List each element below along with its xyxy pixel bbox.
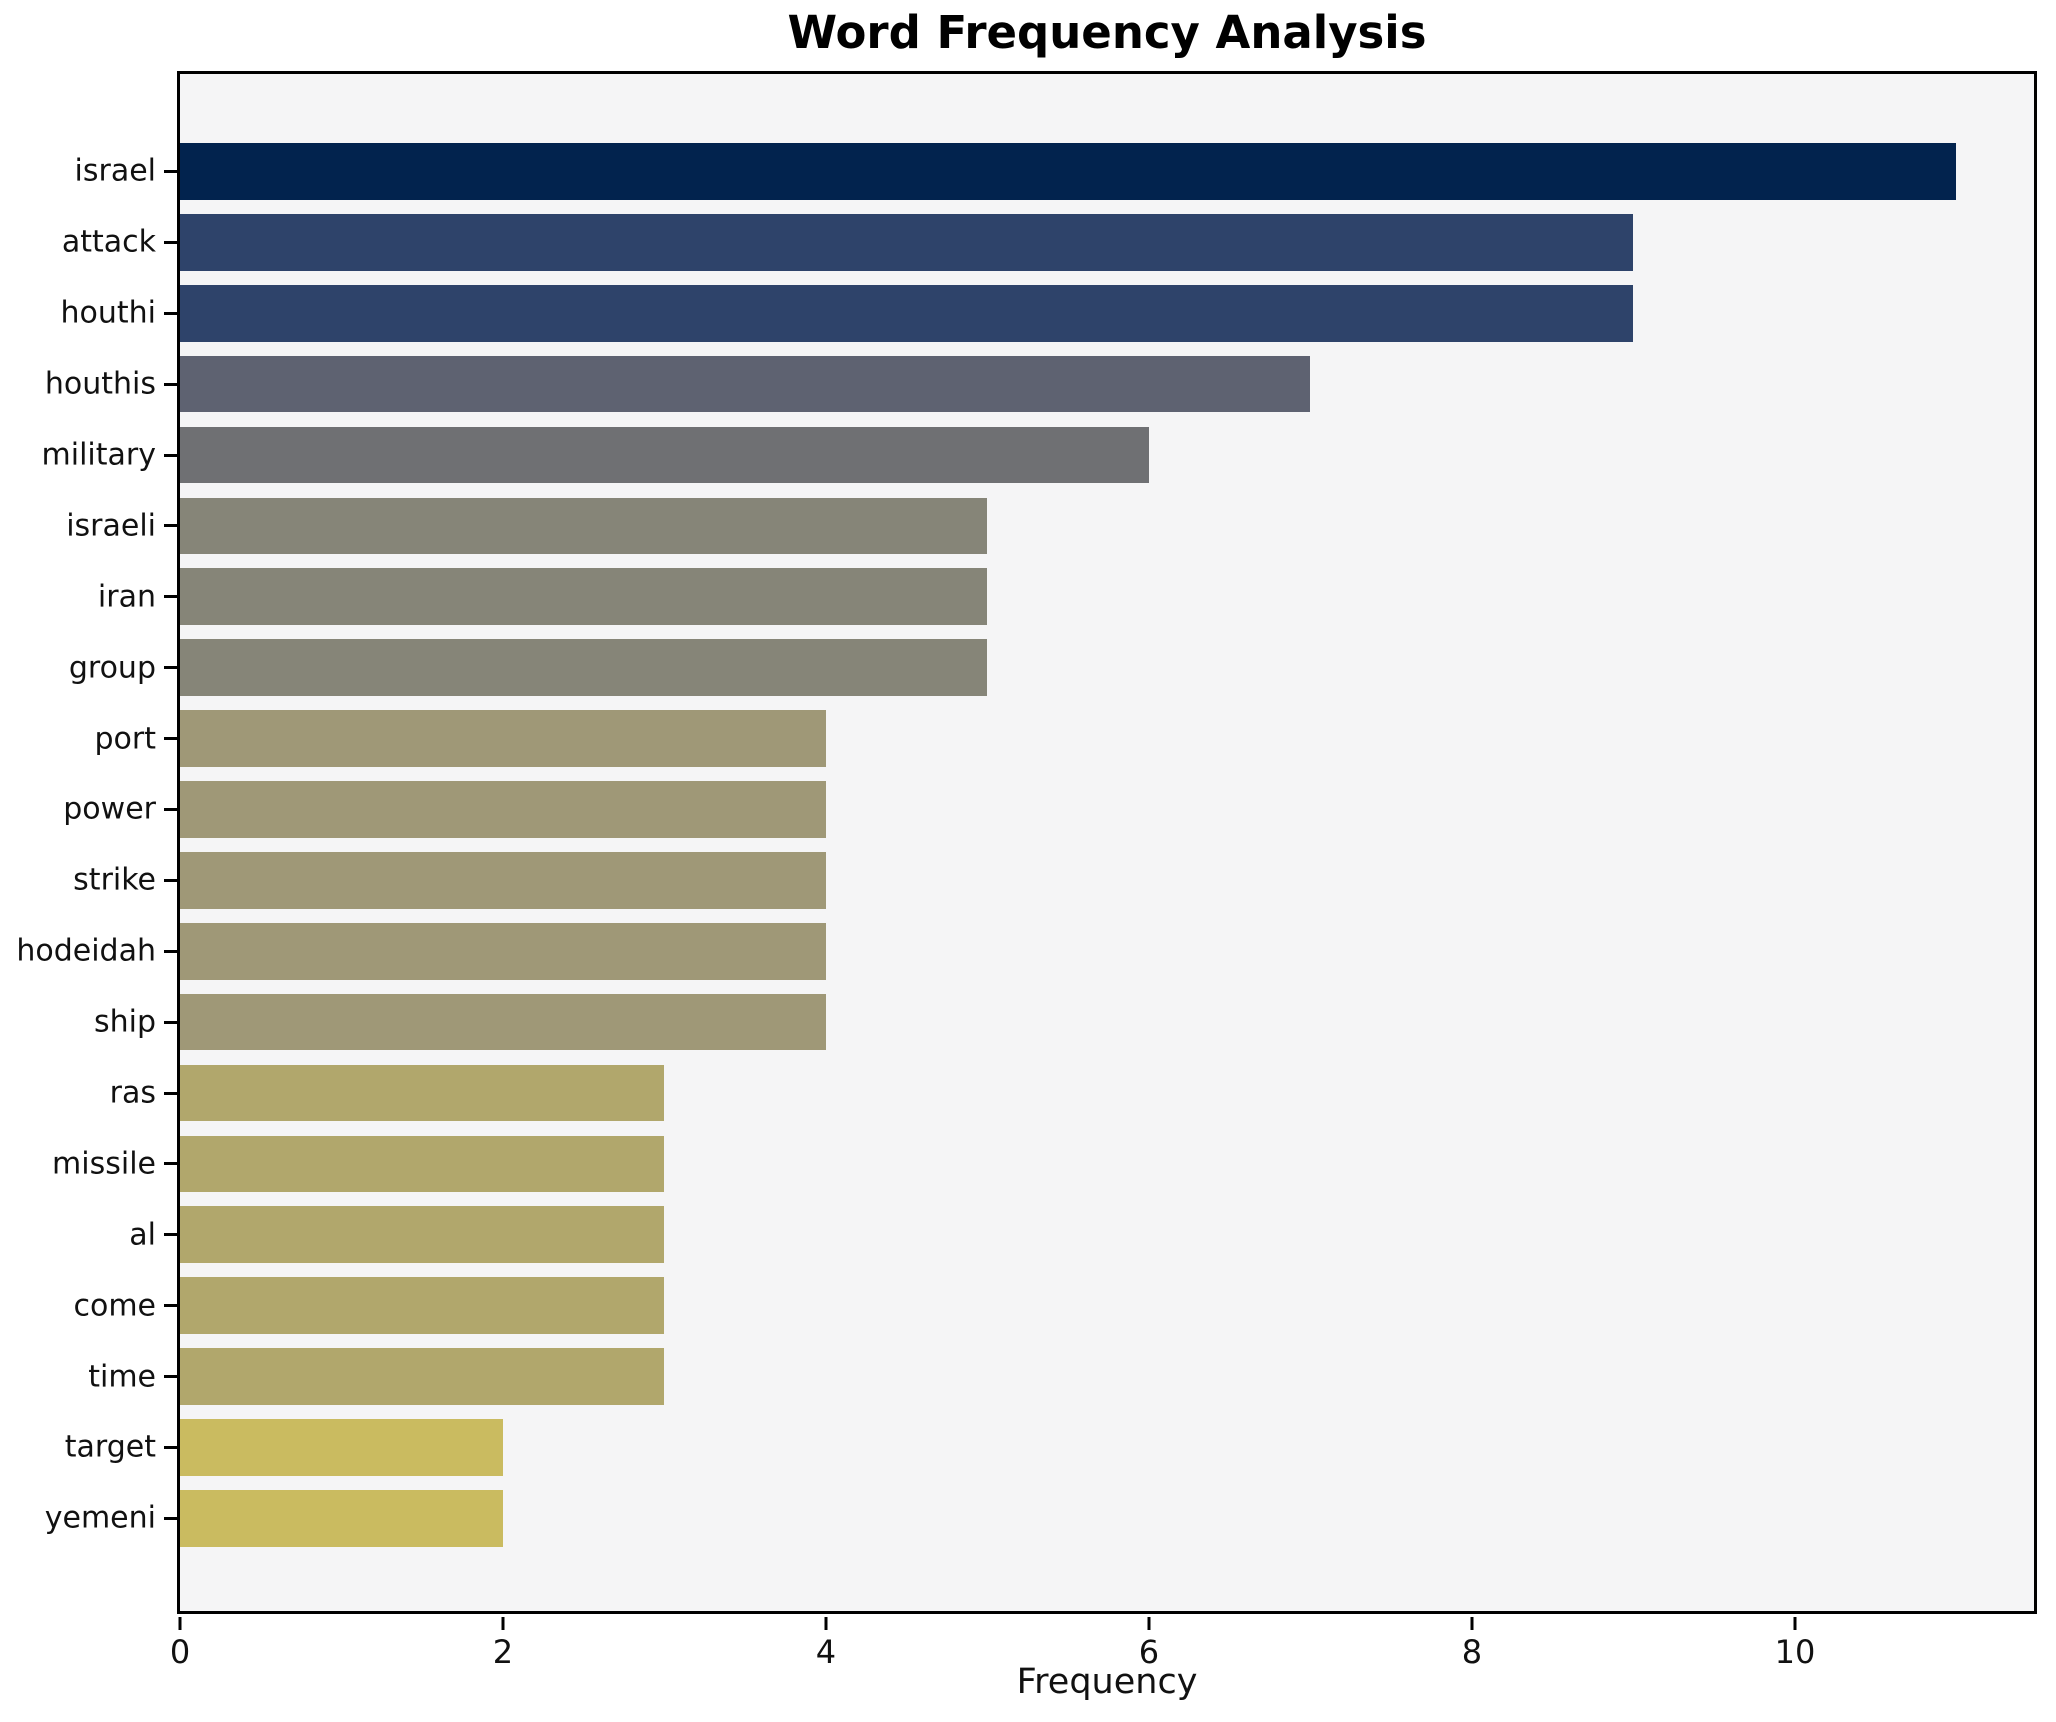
bar-ship	[180, 993, 826, 1051]
bar-power	[180, 781, 826, 838]
y-tick-label: missile	[52, 1146, 156, 1182]
x-tick	[1793, 1617, 1797, 1630]
bar-hodeidah	[180, 922, 826, 980]
bar-row: israeli	[66, 490, 2034, 561]
plot-area: israel attack houthi houthis military israeli…	[16, 71, 2037, 1671]
y-tick	[164, 311, 177, 315]
y-tick	[164, 1304, 177, 1308]
x-tick-label: 0	[169, 1633, 191, 1671]
y-tick-label: port	[94, 721, 157, 757]
x-tick-label: 8	[1461, 1633, 1483, 1671]
x-tick-label: 10	[1774, 1633, 1816, 1671]
y-tick	[164, 949, 177, 953]
y-tick-label: israeli	[66, 508, 156, 544]
bar-houthis	[180, 355, 1311, 413]
y-tick-label: hodeidah	[16, 933, 156, 969]
bar-row: military	[42, 420, 2034, 491]
bar-row: houthi	[61, 278, 2034, 349]
bar-row: time	[88, 1341, 2034, 1412]
x-axis-label: Frequency	[1016, 1662, 1198, 1702]
bar-israeli	[180, 497, 988, 555]
bar-row: missile	[52, 1128, 2034, 1199]
y-tick	[164, 595, 177, 599]
y-tick-label: target	[64, 1429, 156, 1465]
y-tick	[164, 807, 177, 811]
bars-container: israel attack houthi houthis military israeli…	[16, 74, 2034, 1611]
x-tick	[1470, 1617, 1474, 1630]
bar-row: iran	[98, 561, 2034, 632]
chart-title: Word Frequency Analysis	[787, 6, 1427, 59]
x-tick	[1147, 1617, 1151, 1630]
bar-row: power	[63, 774, 2034, 845]
bar-israel	[180, 143, 1957, 200]
y-tick	[164, 1020, 177, 1024]
bar-houthi	[180, 284, 1634, 342]
y-tick-label: houthi	[60, 295, 157, 331]
bar-target	[180, 1419, 503, 1476]
bar-row: strike	[73, 845, 2034, 916]
y-tick	[164, 1162, 177, 1166]
bar-time	[180, 1348, 665, 1405]
bar-military	[180, 426, 1149, 484]
bar-row: yemeni	[45, 1483, 2034, 1554]
y-tick-label: time	[88, 1359, 156, 1395]
y-tick	[164, 1516, 177, 1520]
x-tick	[824, 1617, 828, 1630]
y-tick	[164, 453, 177, 457]
y-tick	[164, 169, 177, 173]
y-tick-label: group	[68, 650, 156, 686]
bar-come	[180, 1277, 665, 1335]
y-tick-label: military	[41, 437, 156, 473]
bar-row: port	[95, 703, 2034, 774]
bar-row: houthis	[45, 349, 2034, 420]
y-tick-label: power	[63, 791, 156, 827]
y-tick-label: ship	[93, 1004, 156, 1040]
bar-port	[180, 710, 826, 767]
y-tick-label: israel	[74, 153, 156, 189]
bar-al	[180, 1206, 665, 1264]
y-tick	[164, 382, 177, 386]
x-tick-label: 2	[492, 1633, 514, 1671]
y-tick	[164, 1233, 177, 1237]
x-tick-label: 4	[815, 1633, 837, 1671]
y-tick	[164, 666, 177, 670]
x-tick-label: 6	[1138, 1633, 1160, 1671]
y-tick	[164, 1375, 177, 1379]
y-tick	[164, 878, 177, 882]
bar-group	[180, 639, 988, 697]
y-tick-label: iran	[97, 579, 156, 615]
bar-row: group	[69, 632, 2034, 703]
bar-row: ras	[110, 1058, 2034, 1129]
y-tick-label: strike	[73, 862, 156, 898]
y-tick	[164, 737, 177, 741]
y-tick	[164, 1445, 177, 1449]
y-tick-label: al	[129, 1217, 156, 1253]
bar-attack	[180, 213, 1634, 271]
y-tick-label: houthis	[44, 366, 156, 402]
bar-iran	[180, 568, 988, 626]
y-tick	[164, 1091, 177, 1095]
bar-ras	[180, 1064, 665, 1122]
bar-missile	[180, 1135, 665, 1193]
y-tick	[164, 524, 177, 528]
bar-row: hodeidah	[16, 916, 2034, 987]
bar-row: come	[73, 1270, 2034, 1341]
y-tick-label: yemeni	[44, 1500, 156, 1536]
y-tick-label: come	[73, 1288, 156, 1324]
x-tick	[501, 1617, 505, 1630]
bar-row: israel	[75, 136, 2034, 207]
bar-row: target	[65, 1412, 2034, 1483]
bar-strike	[180, 852, 826, 909]
y-tick-label: attack	[61, 224, 156, 260]
bar-row: al	[129, 1199, 2034, 1270]
bar-row: attack	[62, 207, 2034, 278]
x-tick	[178, 1617, 182, 1630]
bar-yemeni	[180, 1490, 503, 1547]
bar-row: ship	[94, 987, 2034, 1058]
y-tick	[164, 240, 177, 244]
y-tick-label: ras	[109, 1075, 156, 1111]
